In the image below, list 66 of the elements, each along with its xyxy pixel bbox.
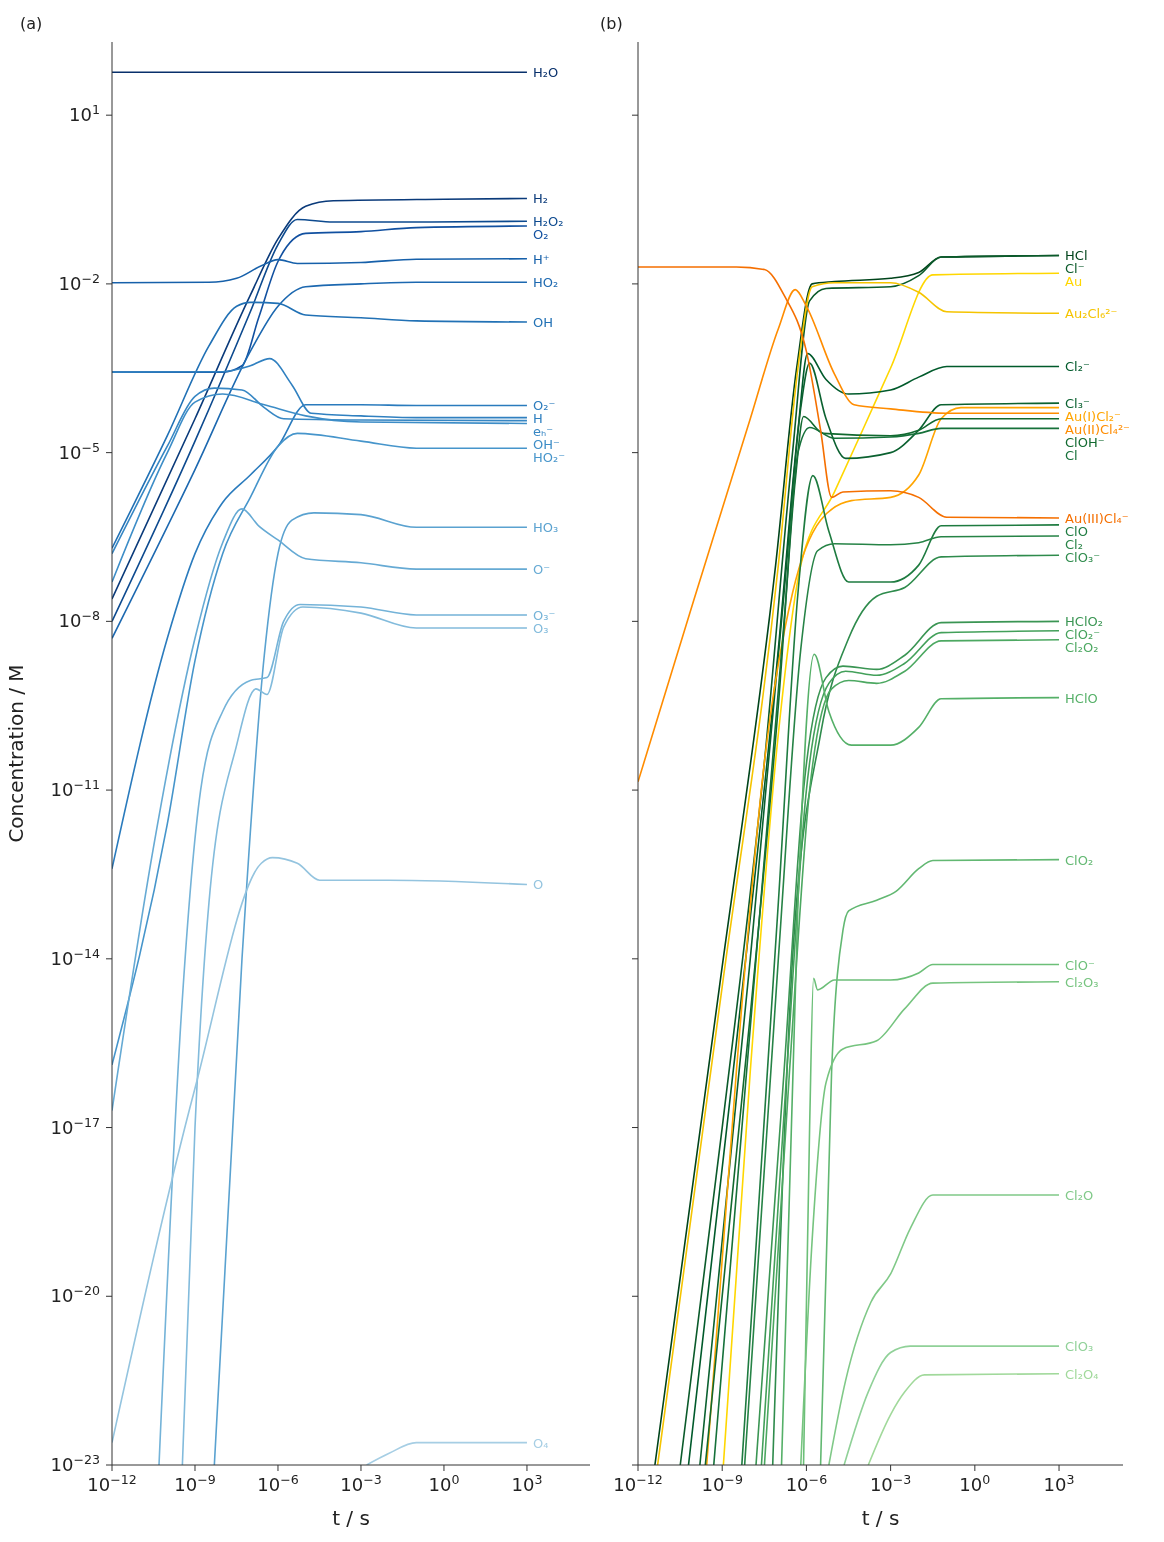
series-label: O₂⁻	[532, 398, 556, 414]
series-label: O₂	[532, 227, 549, 243]
series-label: HClO	[1065, 690, 1098, 706]
series-label: OH	[532, 315, 553, 331]
series-label: HO₂⁻	[532, 450, 566, 466]
series-label: Cl₂O₃	[1065, 974, 1099, 990]
series-label: Au(I)Cl₂⁻	[1065, 409, 1121, 425]
series-label: ClO₂⁻	[1065, 627, 1101, 643]
series-label: Cl₂O₂	[1065, 640, 1099, 656]
y-tick-label: 10$^{−14}$	[50, 945, 100, 969]
series-label: Cl₂O₄	[1065, 1366, 1099, 1382]
series-label: eₕ⁻	[532, 424, 554, 440]
series-label: ClO	[1065, 523, 1088, 539]
y-tick-label: 10$^{1}$	[69, 101, 100, 126]
y-tick-label: 10$^{−2}$	[58, 270, 100, 294]
series-label: O₄	[532, 1435, 549, 1451]
series-label: Cl₂O	[1065, 1188, 1094, 1204]
series-label: Cl⁻	[1065, 261, 1085, 277]
x-tick-label: 10$^{0}$	[959, 1471, 991, 1495]
chart-title: (a)	[20, 14, 43, 33]
series-label: Cl	[1065, 448, 1078, 464]
series-label: ClOH⁻	[1065, 435, 1105, 451]
x-tick-label: 10$^{−6}$	[785, 1471, 828, 1495]
series-label: Au(II)Cl₄²⁻	[1065, 422, 1130, 438]
y-tick-label: 10$^{−8}$	[58, 607, 100, 632]
x-tick-label: 10$^{3}$	[511, 1471, 543, 1495]
series-label: Cl₂	[1065, 536, 1083, 552]
series-label: HO₂	[532, 275, 559, 291]
x-tick-label: 10$^{−9}$	[701, 1471, 743, 1495]
series-label: H₂	[532, 191, 548, 207]
x-tick-label: 10$^{−6}$	[257, 1471, 299, 1495]
x-axis-title: t / s	[861, 1506, 900, 1530]
y-tick-label: 10$^{−17}$	[50, 1114, 100, 1138]
series-label: OH⁻	[532, 437, 560, 453]
x-tick-label: 10$^{3}$	[1043, 1471, 1075, 1495]
series-label: H⁺	[532, 251, 550, 267]
series-label: HCl	[1065, 248, 1088, 264]
series-label: Cl₃⁻	[1065, 396, 1090, 412]
series-label: HO₃	[532, 520, 559, 536]
x-tick-label: 10$^{−3}$	[869, 1471, 912, 1495]
x-tick-label: 10$^{−9}$	[174, 1471, 216, 1495]
series-label: H	[532, 411, 543, 427]
series-label: H₂O	[532, 65, 559, 81]
x-tick-label: 10$^{−3}$	[340, 1471, 382, 1495]
series-label: Au	[1065, 274, 1083, 290]
y-tick-label: 10$^{−20}$	[50, 1282, 100, 1307]
x-axis-title: t / s	[332, 1506, 370, 1530]
y-axis-title: Concentration / M	[4, 664, 29, 843]
y-tick-label: 10$^{−5}$	[58, 439, 100, 463]
series-label: O	[532, 877, 544, 893]
series-label: ClO₂	[1065, 852, 1094, 868]
series-label: O⁻	[532, 562, 551, 578]
series-label: Au₂Cl₆²⁻	[1065, 306, 1118, 322]
series-label: Au(III)Cl₄⁻	[1065, 510, 1129, 526]
y-tick-label: 10$^{−11}$	[50, 776, 100, 801]
series-label: O₃	[532, 621, 549, 637]
series-label: ClO₃⁻	[1065, 549, 1101, 565]
series-label: ClO⁻	[1065, 957, 1095, 973]
chart-title: (b)	[600, 14, 623, 33]
x-tick-label: 10$^{0}$	[428, 1471, 460, 1495]
series-label: Cl₂⁻	[1065, 359, 1090, 375]
series-label: H₂O₂	[532, 214, 564, 230]
x-tick-label: 10$^{−12}$	[613, 1471, 663, 1495]
series-label: HClO₂	[1065, 614, 1103, 630]
series-label: ClO₃	[1065, 1339, 1094, 1355]
series-label: O₃⁻	[532, 607, 556, 623]
